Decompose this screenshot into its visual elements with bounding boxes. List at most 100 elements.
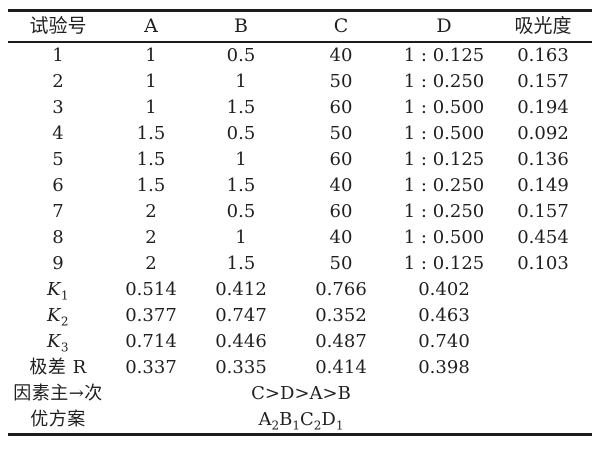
stat-value-cell: 0.377 — [125, 305, 177, 326]
table-cell: 1.5 — [136, 123, 166, 144]
stat-label-cell: K1 — [46, 279, 70, 303]
column-header-d: D — [394, 10, 494, 43]
column-header-trial-no: 试验号 — [8, 10, 108, 43]
empty-cell — [494, 355, 592, 381]
column-header-a: A — [108, 10, 194, 43]
table-cell: 0.157 — [517, 71, 569, 92]
table-cell: 1.5 — [136, 175, 166, 196]
table-cell: 60 — [329, 149, 353, 170]
table-cell: 0.149 — [517, 175, 569, 196]
stat-row: K1 0.514 0.412 0.766 0.402 — [8, 277, 592, 303]
table-cell: 1 — [235, 71, 247, 92]
stat-row: 极差 R 0.337 0.335 0.414 0.398 — [8, 355, 592, 381]
stat-value-cell: 0.414 — [315, 357, 367, 378]
table-cell: 0.092 — [517, 123, 569, 144]
trial-number-cell: 5 — [52, 149, 64, 170]
table-cell: 0.103 — [517, 253, 569, 274]
stat-value-cell: 0.747 — [215, 305, 267, 326]
table-row: 3 1 1.5 60 1 : 0.500 0.194 — [8, 95, 592, 121]
table-cell: 0.163 — [517, 45, 569, 66]
trial-number-cell: 1 — [52, 45, 64, 66]
stat-row: K3 0.714 0.446 0.487 0.740 — [8, 329, 592, 355]
column-header-b: B — [194, 10, 288, 43]
table-cell: 1 — [145, 97, 157, 118]
table-cell: 1 — [235, 227, 247, 248]
summary-label-cell: 优方案 — [30, 409, 86, 430]
table-cell: 2 — [145, 201, 157, 222]
table-cell: 0.157 — [517, 201, 569, 222]
table-cell: 0.136 — [517, 149, 569, 170]
document-page: 试验号 A B C D 吸光度 1 1 0.5 40 1 : 0.125 0.163 2 1 1… — [8, 9, 592, 436]
table-cell: 1 : 0.125 — [403, 45, 485, 66]
summary-value-cell: C>D>A>B — [251, 383, 351, 404]
table-cell: 0.194 — [517, 97, 569, 118]
table-cell: 1.5 — [226, 97, 256, 118]
table-cell: 1 : 0.250 — [403, 71, 485, 92]
table-cell: 1 : 0.500 — [403, 123, 485, 144]
table-cell: 50 — [329, 123, 353, 144]
empty-cell — [494, 277, 592, 303]
table-cell: 0.454 — [517, 227, 569, 248]
table-cell: 2 — [145, 227, 157, 248]
table-row: 1 1 0.5 40 1 : 0.125 0.163 — [8, 42, 592, 69]
stat-value-cell: 0.412 — [215, 279, 267, 300]
table-cell: 0.5 — [226, 45, 256, 66]
stat-value-cell: 0.398 — [418, 357, 470, 378]
trial-number-cell: 2 — [52, 71, 64, 92]
table-cell: 1 — [145, 71, 157, 92]
table-cell: 1.5 — [226, 253, 256, 274]
empty-cell — [494, 303, 592, 329]
table-row: 5 1.5 1 60 1 : 0.125 0.136 — [8, 147, 592, 173]
table-cell: 0.5 — [226, 123, 256, 144]
stat-label-cell: K3 — [46, 331, 70, 355]
trial-number-cell: 4 — [52, 123, 64, 144]
empty-cell — [494, 407, 592, 435]
table-cell: 1 — [235, 149, 247, 170]
stat-value-cell: 0.766 — [315, 279, 367, 300]
table-cell: 1 : 0.500 — [403, 227, 485, 248]
table-cell: 1.5 — [136, 149, 166, 170]
summary-row: 优方案 A2B1C2D1 — [8, 407, 592, 435]
table-cell: 1 : 0.250 — [403, 175, 485, 196]
table-row: 2 1 1 50 1 : 0.250 0.157 — [8, 69, 592, 95]
table-cell: 40 — [329, 175, 353, 196]
stat-row: K2 0.377 0.747 0.352 0.463 — [8, 303, 592, 329]
empty-cell — [494, 329, 592, 355]
stat-value-cell: 0.446 — [215, 331, 267, 352]
stat-value-cell: 0.714 — [125, 331, 177, 352]
table-cell: 60 — [329, 97, 353, 118]
table-cell: 1.5 — [226, 175, 256, 196]
trial-number-cell: 3 — [52, 97, 64, 118]
table-cell: 40 — [329, 45, 353, 66]
trial-number-cell: 8 — [52, 227, 64, 248]
table-cell: 1 : 0.250 — [403, 201, 485, 222]
orthogonal-table: 试验号 A B C D 吸光度 1 1 0.5 40 1 : 0.125 0.163 2 1 1… — [8, 9, 592, 436]
stat-value-cell: 0.352 — [315, 305, 367, 326]
stat-value-cell: 0.514 — [125, 279, 177, 300]
trial-number-cell: 7 — [52, 201, 64, 222]
table-cell: 2 — [145, 253, 157, 274]
table-row: 9 2 1.5 50 1 : 0.125 0.103 — [8, 251, 592, 277]
table-body: 1 1 0.5 40 1 : 0.125 0.163 2 1 1 50 1 : 0.250 0.157… — [8, 42, 592, 435]
trial-number-cell: 6 — [52, 175, 64, 196]
stat-value-cell: 0.487 — [315, 331, 367, 352]
table-cell: 1 : 0.125 — [403, 253, 485, 274]
trial-number-cell: 9 — [52, 253, 64, 274]
summary-label-cell: 因素主→次 — [13, 383, 103, 404]
table-cell: 60 — [329, 201, 353, 222]
table-cell: 40 — [329, 227, 353, 248]
table-cell: 1 : 0.500 — [403, 97, 485, 118]
table-row: 8 2 1 40 1 : 0.500 0.454 — [8, 225, 592, 251]
empty-cell — [494, 381, 592, 407]
stat-value-cell: 0.335 — [215, 357, 267, 378]
summary-row: 因素主→次 C>D>A>B — [8, 381, 592, 407]
summary-value-cell: A2B1C2D1 — [258, 409, 344, 433]
table-row: 6 1.5 1.5 40 1 : 0.250 0.149 — [8, 173, 592, 199]
table-row: 4 1.5 0.5 50 1 : 0.500 0.092 — [8, 121, 592, 147]
header-row: 试验号 A B C D 吸光度 — [8, 10, 592, 43]
stat-label-cell: K2 — [46, 305, 70, 329]
stat-label-cell: 极差 R — [29, 357, 87, 378]
table-cell: 1 : 0.125 — [403, 149, 485, 170]
table-cell: 50 — [329, 253, 353, 274]
table-cell: 0.5 — [226, 201, 256, 222]
